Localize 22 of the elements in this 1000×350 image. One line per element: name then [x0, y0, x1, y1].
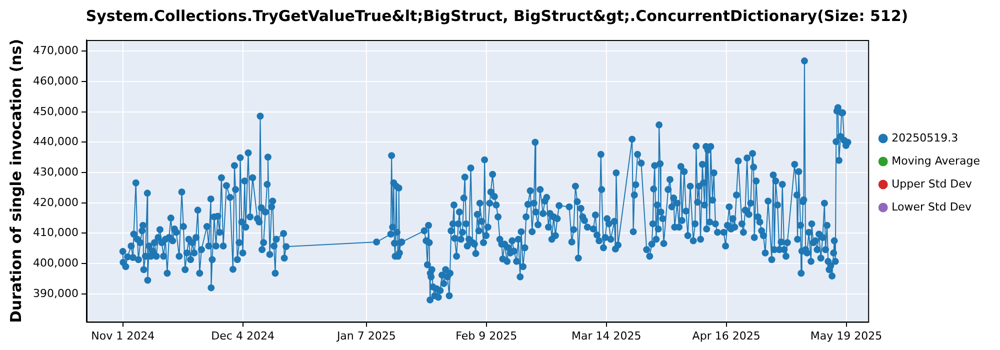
legend-label: 20250519.3 [892, 131, 958, 144]
x-tick-label: Mar 14 2025 [571, 329, 642, 342]
y-tick-label: 420,000 [32, 196, 78, 209]
y-tick-label: 460,000 [32, 74, 78, 88]
y-tick-label: 450,000 [32, 104, 78, 118]
x-tick-label: Nov 1 2024 [91, 329, 155, 342]
y-tick-label: 470,000 [32, 44, 78, 58]
x-tick-label: Jan 7 2025 [336, 329, 396, 342]
y-tick-label: 430,000 [32, 165, 78, 178]
y-tick-label: 440,000 [32, 135, 78, 148]
x-tick-label: May 19 2025 [810, 329, 882, 342]
chart-title: System.Collections.TryGetValueTrue&lt;BigStruct, BigStruct&gt;.ConcurrentDictionary(Size: 512) [86, 6, 908, 25]
legend-label: Upper Std Dev [892, 177, 972, 190]
y-tick-label: 410,000 [32, 226, 78, 240]
x-tick-label: Feb 9 2025 [456, 329, 518, 342]
y-tick-label: 390,000 [32, 286, 78, 300]
y-axis-title: Duration of single invocation (ns) [6, 38, 25, 323]
x-tick-label: Dec 4 2024 [211, 329, 274, 342]
legend-label: Moving Average [892, 154, 980, 168]
y-tick-label: 400,000 [32, 256, 78, 270]
legend-label: Lower Std Dev [892, 200, 972, 214]
x-tick-label: Apr 16 2025 [692, 329, 760, 342]
